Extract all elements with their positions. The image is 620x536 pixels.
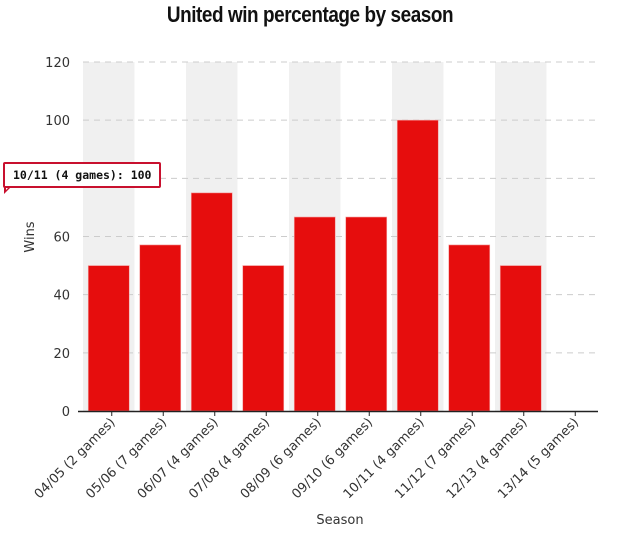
y-tick-label: 60: [53, 231, 70, 246]
bar: [242, 265, 285, 412]
y-tick-label: 40: [53, 289, 70, 304]
y-tick-label: 120: [45, 56, 70, 71]
bar: [293, 216, 336, 412]
tooltip: 10/11 (4 games): 100: [3, 162, 162, 188]
x-axis-title: Season: [316, 513, 363, 528]
y-axis-title: Wins: [23, 221, 38, 252]
y-axis-ticks: 0 20 40 60 100 120: [45, 56, 70, 420]
bar: [448, 244, 491, 412]
bar: [87, 265, 130, 412]
gridlines: [83, 61, 598, 354]
y-tick-label: 0: [62, 405, 70, 420]
x-axis-ticks: 04/05 (2 games)05/06 (7 games)06/07 (4 g…: [32, 411, 582, 502]
bar: [345, 216, 388, 412]
y-tick-label: 20: [53, 347, 70, 362]
bar: [396, 119, 439, 412]
y-tick-label: 100: [45, 114, 70, 129]
bar: [139, 244, 182, 412]
chart-title: United win percentage by season: [166, 2, 454, 27]
bar: [499, 265, 542, 412]
bar: [190, 192, 233, 412]
bars: [87, 119, 542, 412]
